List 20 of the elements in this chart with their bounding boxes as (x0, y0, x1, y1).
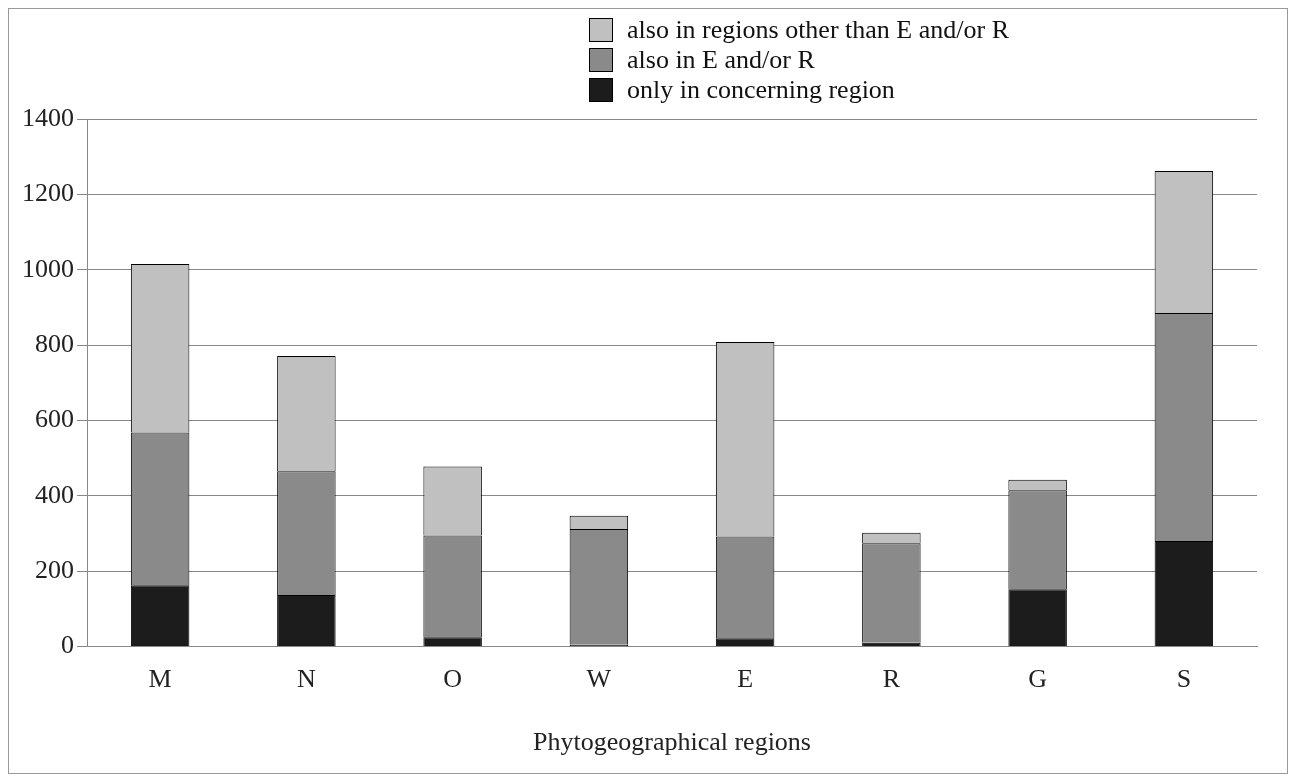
y-tick-label: 1400 (22, 102, 74, 132)
legend-label: also in regions other than E and/or R (627, 15, 1009, 45)
x-tick-label: W (586, 664, 612, 694)
y-tick-label: 200 (35, 555, 74, 585)
x-tick-label: G (1028, 664, 1048, 694)
x-tick-label: R (882, 664, 901, 694)
x-tick-label: N (296, 664, 316, 694)
x-tick-label: M (148, 664, 172, 694)
legend-label: also in E and/or R (627, 45, 815, 75)
x-tick-label: O (443, 664, 463, 694)
x-tick-label: E (737, 664, 754, 694)
y-tick-label: 600 (35, 404, 74, 434)
y-tick-label: 400 (35, 479, 74, 509)
x-axis-title: Phytogeographical regions (533, 727, 811, 757)
y-tick-label: 0 (61, 630, 74, 660)
y-tick-label: 1200 (22, 178, 74, 208)
legend-label: only in concerning region (627, 75, 895, 105)
y-tick-label: 800 (35, 328, 74, 358)
y-tick-label: 1000 (22, 253, 74, 283)
x-tick-label: S (1176, 664, 1192, 694)
